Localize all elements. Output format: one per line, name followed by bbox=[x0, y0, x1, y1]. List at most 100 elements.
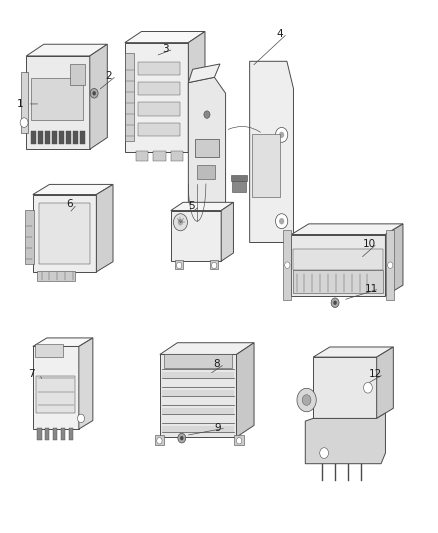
Bar bbox=[66, 131, 71, 144]
Polygon shape bbox=[33, 184, 113, 195]
Circle shape bbox=[320, 448, 328, 458]
Circle shape bbox=[331, 298, 339, 308]
Bar bbox=[31, 78, 83, 120]
Bar bbox=[138, 62, 180, 75]
Polygon shape bbox=[221, 203, 233, 261]
Bar bbox=[138, 102, 180, 116]
Bar bbox=[153, 151, 166, 161]
Bar bbox=[69, 428, 73, 440]
Bar bbox=[231, 175, 247, 181]
Circle shape bbox=[20, 118, 28, 127]
Bar bbox=[175, 260, 183, 269]
Polygon shape bbox=[171, 203, 233, 211]
Circle shape bbox=[276, 214, 288, 229]
Polygon shape bbox=[26, 44, 107, 56]
Polygon shape bbox=[90, 44, 107, 149]
Bar bbox=[171, 151, 183, 161]
Polygon shape bbox=[313, 347, 393, 357]
Circle shape bbox=[285, 262, 290, 268]
Bar bbox=[386, 230, 394, 300]
Circle shape bbox=[297, 388, 316, 411]
Polygon shape bbox=[188, 77, 226, 227]
Polygon shape bbox=[160, 354, 237, 437]
Text: 9: 9 bbox=[215, 423, 222, 433]
Circle shape bbox=[180, 436, 184, 440]
Text: 8: 8 bbox=[213, 359, 220, 369]
Bar bbox=[31, 131, 36, 144]
Bar bbox=[162, 373, 234, 378]
Bar bbox=[25, 209, 34, 264]
Bar bbox=[53, 428, 57, 440]
Bar bbox=[162, 408, 234, 414]
Bar bbox=[210, 260, 218, 269]
Bar bbox=[293, 248, 383, 270]
Circle shape bbox=[279, 132, 284, 138]
Polygon shape bbox=[79, 338, 93, 429]
Bar bbox=[293, 270, 383, 293]
Bar bbox=[52, 131, 57, 144]
Bar bbox=[136, 151, 148, 161]
Polygon shape bbox=[26, 56, 90, 149]
Polygon shape bbox=[313, 357, 377, 418]
Circle shape bbox=[173, 214, 187, 231]
Bar bbox=[155, 435, 164, 445]
Polygon shape bbox=[305, 413, 385, 464]
Polygon shape bbox=[291, 224, 403, 235]
Bar bbox=[164, 354, 232, 368]
Circle shape bbox=[237, 438, 242, 444]
Text: 12: 12 bbox=[369, 369, 382, 379]
Polygon shape bbox=[160, 343, 254, 354]
Bar bbox=[125, 53, 134, 141]
Polygon shape bbox=[250, 61, 293, 243]
Circle shape bbox=[276, 127, 288, 142]
Polygon shape bbox=[385, 224, 403, 296]
Bar bbox=[232, 181, 246, 192]
Circle shape bbox=[178, 219, 183, 225]
Bar bbox=[45, 131, 50, 144]
Bar bbox=[37, 271, 75, 281]
Text: 11: 11 bbox=[365, 284, 378, 294]
Circle shape bbox=[302, 394, 311, 405]
Bar bbox=[197, 165, 215, 179]
Polygon shape bbox=[188, 64, 220, 83]
Polygon shape bbox=[33, 338, 93, 346]
Text: 4: 4 bbox=[276, 29, 283, 38]
Bar bbox=[35, 344, 63, 357]
Circle shape bbox=[204, 111, 210, 118]
Polygon shape bbox=[96, 184, 113, 272]
Polygon shape bbox=[291, 235, 385, 296]
Polygon shape bbox=[33, 346, 79, 429]
Bar bbox=[252, 134, 280, 197]
Bar bbox=[138, 123, 180, 136]
Bar bbox=[195, 139, 219, 157]
Bar bbox=[37, 428, 42, 440]
Text: 1: 1 bbox=[16, 99, 23, 109]
Bar bbox=[234, 435, 244, 445]
Polygon shape bbox=[377, 347, 393, 418]
Bar bbox=[21, 72, 28, 133]
Polygon shape bbox=[237, 343, 254, 437]
Polygon shape bbox=[33, 195, 96, 272]
Polygon shape bbox=[188, 31, 205, 152]
Circle shape bbox=[90, 88, 98, 98]
Bar bbox=[162, 390, 234, 395]
Text: 7: 7 bbox=[28, 369, 35, 379]
Bar bbox=[36, 376, 75, 413]
Circle shape bbox=[178, 433, 186, 443]
Circle shape bbox=[333, 301, 337, 305]
Bar bbox=[283, 230, 291, 300]
Bar bbox=[80, 131, 85, 144]
Polygon shape bbox=[171, 211, 221, 261]
Text: 2: 2 bbox=[105, 71, 112, 80]
Text: 3: 3 bbox=[162, 44, 169, 54]
Circle shape bbox=[177, 262, 182, 269]
Polygon shape bbox=[125, 31, 205, 43]
Bar bbox=[138, 82, 180, 95]
Bar bbox=[45, 428, 49, 440]
Circle shape bbox=[388, 262, 393, 268]
Bar bbox=[61, 428, 65, 440]
Bar bbox=[73, 131, 78, 144]
Bar bbox=[59, 131, 64, 144]
Circle shape bbox=[157, 438, 162, 444]
Bar bbox=[70, 64, 85, 85]
